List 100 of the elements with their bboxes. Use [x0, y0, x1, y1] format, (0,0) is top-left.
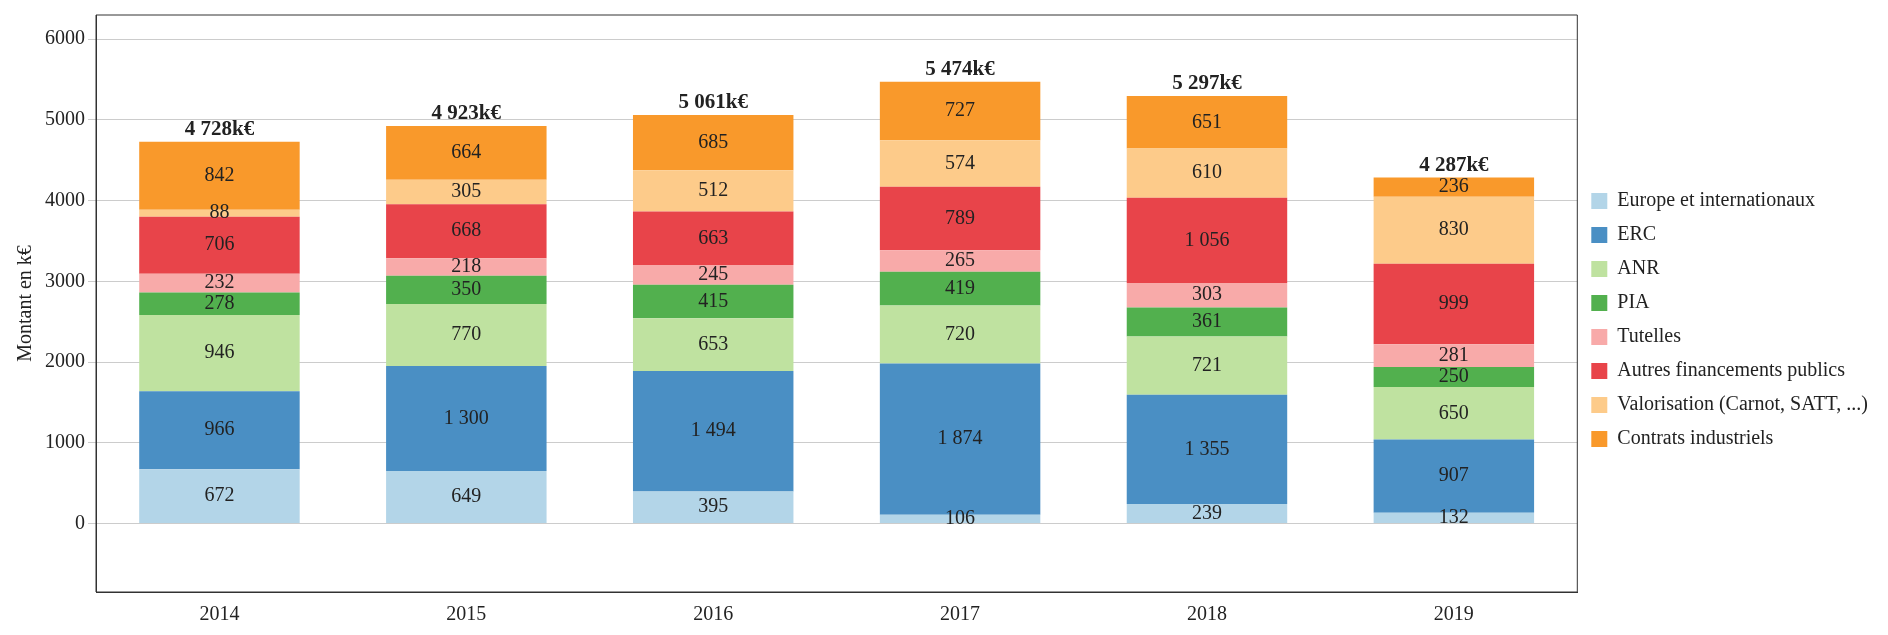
bar — [386, 204, 547, 259]
bar — [386, 303, 547, 367]
x-tick-label: 2014 — [199, 602, 240, 625]
legend-label: ANR — [1617, 256, 1661, 279]
bar — [386, 366, 547, 472]
bar — [1126, 96, 1288, 149]
data-label: 966 — [204, 417, 235, 440]
bar — [632, 370, 794, 492]
data-label: 350 — [451, 277, 482, 300]
bar — [386, 126, 547, 180]
bar — [386, 275, 547, 304]
legend-label: Valorisation (Carnot, SATT, ...) — [1617, 392, 1868, 416]
data-label: 999 — [1438, 291, 1469, 314]
y-tick-label: 6000 — [45, 26, 85, 49]
data-label: 720 — [945, 321, 976, 344]
data-label: 770 — [451, 322, 482, 345]
data-label: 305 — [451, 179, 482, 202]
data-label: 721 — [1191, 352, 1222, 375]
data-label: 668 — [451, 218, 482, 241]
data-label: 649 — [451, 484, 482, 507]
bar — [1126, 307, 1288, 337]
bar — [1373, 196, 1535, 264]
y-tick-label: 4000 — [45, 187, 85, 210]
legend-label: Europe et internationaux — [1617, 188, 1816, 212]
bar — [632, 491, 794, 523]
data-label: 250 — [1438, 364, 1469, 387]
data-label: 303 — [1191, 282, 1222, 305]
bar — [879, 81, 1041, 141]
bar — [1126, 283, 1288, 308]
bar — [139, 292, 300, 315]
legend-label: PIA — [1617, 290, 1651, 313]
total-label: 4 287k€ — [1419, 151, 1490, 176]
bar — [386, 471, 547, 523]
data-label: 685 — [698, 129, 729, 152]
bar — [386, 179, 547, 205]
bar — [632, 318, 794, 371]
bar — [1126, 336, 1288, 395]
data-label: 1 300 — [443, 405, 489, 428]
data-label: 236 — [1438, 174, 1469, 197]
x-tick-label: 2019 — [1433, 602, 1474, 625]
x-tick-label: 2016 — [693, 602, 734, 625]
data-label: 706 — [204, 232, 235, 255]
total-label: 4 923k€ — [431, 99, 502, 124]
bar — [632, 284, 794, 319]
data-label: 265 — [945, 248, 976, 271]
data-label: 663 — [698, 225, 729, 248]
data-label: 651 — [1191, 109, 1222, 132]
total-label: 5 297k€ — [1172, 69, 1243, 94]
bar — [1126, 197, 1288, 283]
x-tick-label: 2017 — [940, 602, 981, 625]
bar — [386, 258, 547, 276]
data-label: 361 — [1191, 309, 1222, 332]
bar — [1126, 504, 1288, 523]
bar — [632, 211, 794, 266]
y-tick-label: 2000 — [45, 349, 85, 372]
legend-label: ERC — [1617, 222, 1657, 245]
data-label: 789 — [945, 205, 976, 228]
data-label: 419 — [945, 275, 976, 298]
data-label: 907 — [1438, 463, 1469, 486]
y-tick-label: 3000 — [45, 268, 85, 291]
data-label: 672 — [204, 483, 235, 506]
data-label: 232 — [204, 270, 235, 293]
data-label: 239 — [1191, 500, 1222, 523]
data-label: 653 — [698, 331, 729, 354]
bar — [879, 140, 1041, 187]
data-label: 281 — [1438, 342, 1469, 365]
data-label: 1 494 — [690, 418, 736, 441]
bar — [879, 250, 1041, 272]
data-label: 830 — [1438, 217, 1469, 240]
data-label: 395 — [698, 494, 729, 517]
data-label: 88 — [209, 200, 230, 223]
bar — [139, 391, 300, 470]
y-axis-title: Montant en k€ — [13, 245, 36, 362]
total-label: 4 728k€ — [184, 115, 255, 140]
data-label: 132 — [1438, 505, 1469, 528]
data-label: 278 — [204, 290, 235, 313]
bar — [632, 170, 794, 212]
x-tick-label: 2015 — [446, 602, 487, 625]
data-label: 650 — [1438, 400, 1469, 423]
bar — [139, 273, 300, 293]
total-label: 5 061k€ — [678, 88, 749, 113]
data-label: 610 — [1191, 160, 1222, 183]
x-tick-label: 2018 — [1186, 602, 1227, 625]
bar — [1373, 263, 1535, 345]
data-label: 245 — [698, 262, 729, 285]
data-label: 727 — [945, 98, 976, 121]
bar — [1373, 344, 1535, 367]
bar — [1126, 148, 1288, 198]
bar — [879, 305, 1041, 364]
data-label: 415 — [698, 288, 729, 311]
bar — [1373, 366, 1535, 388]
bar — [139, 314, 300, 392]
data-label: 218 — [451, 254, 482, 277]
data-label: 1 874 — [937, 426, 983, 449]
legend-label: Autres financements publics — [1617, 358, 1846, 382]
bar — [139, 216, 300, 274]
data-label: 946 — [204, 340, 235, 363]
data-label: 512 — [698, 178, 729, 201]
data-label: 574 — [945, 150, 976, 173]
total-label: 5 474k€ — [925, 55, 996, 80]
